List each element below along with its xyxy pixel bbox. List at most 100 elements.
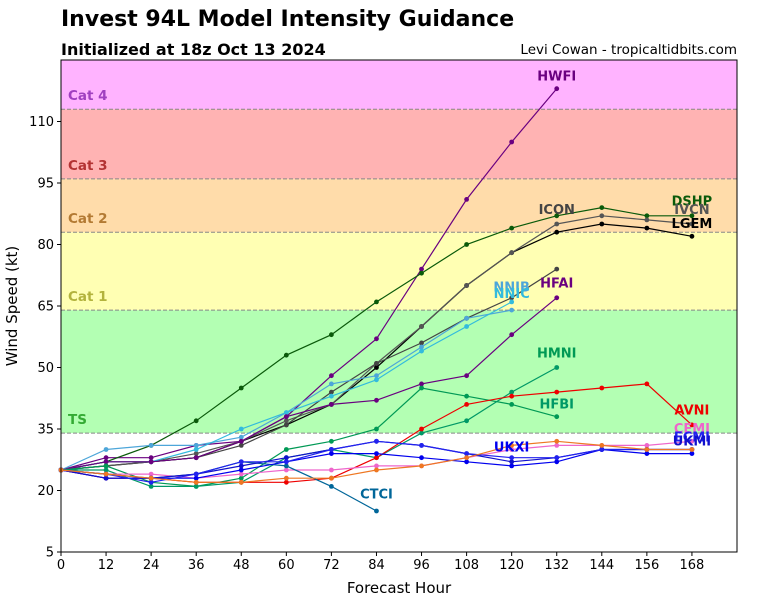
data-point-icon [329, 389, 334, 395]
chart-subtitle: Initialized at 18z Oct 13 2024 [61, 40, 326, 59]
band-cat-3 [61, 109, 737, 179]
data-point-nnic [509, 299, 515, 305]
data-point-ivcn [689, 221, 695, 227]
data-point-dshp [464, 242, 469, 247]
data-point-cemi [509, 447, 515, 452]
data-point-ctci [374, 508, 379, 514]
data-point-hmni [103, 463, 109, 469]
data-point-hfbi [509, 389, 515, 395]
data-point-ofci [374, 467, 379, 473]
data-point-ofci [148, 475, 154, 481]
band-label: Cat 3 [68, 158, 108, 174]
series-label-nnib: NNIB [493, 281, 530, 296]
data-point-icon [283, 422, 289, 428]
data-point-hfai [464, 373, 469, 379]
data-point-ofci [283, 475, 289, 481]
data-point-hfbi [103, 467, 109, 473]
series-label-ctci: CTCI [360, 488, 393, 503]
data-point-hwfi [374, 336, 379, 342]
data-point-ofci [599, 443, 605, 448]
series-label-avni: AVNI [674, 404, 709, 419]
data-point-ecmi [329, 447, 334, 452]
data-point-ecmi [509, 455, 515, 461]
data-point-hfai [509, 332, 515, 338]
chart-credit: Levi Cowan - tropicaltidbits.com [520, 42, 737, 58]
data-point-ukxi [419, 455, 424, 461]
data-point-ukxi [554, 459, 560, 465]
x-tick-label: 156 [634, 558, 659, 573]
data-point-dshp [193, 418, 199, 424]
x-tick-label: 60 [278, 558, 295, 573]
data-point-hfbi [464, 418, 469, 424]
data-point-hwfi [419, 266, 424, 272]
series-label-icon: ICON [539, 203, 575, 218]
data-point-icon [238, 443, 244, 448]
data-point-cemi [283, 467, 289, 473]
data-point-lgem [689, 233, 695, 239]
data-point-hmni [238, 475, 244, 481]
series-label-ukxi: UKXI [494, 441, 530, 456]
data-point-ecmi [238, 459, 244, 465]
data-point-hfbi [148, 484, 154, 489]
series-label-ukmi: UKMI [673, 434, 711, 449]
data-point-cemi [374, 463, 379, 469]
data-point-nnic [238, 426, 244, 432]
data-point-nnib [103, 447, 109, 452]
series-line-hwfi [60, 88, 558, 471]
data-point-ukxi [689, 451, 695, 456]
data-point-hmni [329, 438, 334, 444]
band-label: TS [68, 412, 87, 428]
data-point-ukxi [374, 451, 379, 456]
data-point-ukxi [238, 467, 244, 473]
data-point-nnic [374, 377, 379, 383]
data-point-hfai [419, 381, 424, 387]
data-point-ukxi [644, 451, 650, 456]
data-point-hmni [509, 402, 515, 407]
data-point-nnic [329, 393, 334, 399]
data-point-ivcn [644, 217, 650, 223]
data-point-hfbi [419, 430, 424, 436]
data-point-dshp [689, 213, 695, 219]
data-point-nnib [374, 373, 379, 379]
x-tick-label: 84 [368, 558, 385, 573]
band-ts [61, 310, 737, 434]
series-label-lgem: LGEM [672, 217, 713, 232]
data-point-cemi [554, 443, 560, 448]
band-cat-1 [61, 232, 737, 311]
x-tick-label: 132 [544, 558, 569, 573]
data-point-nnib [193, 443, 199, 448]
data-point-ecmi [283, 459, 289, 465]
data-point-ecmi [464, 451, 469, 456]
chart-title: Invest 94L Model Intensity Guidance [61, 7, 515, 32]
x-axis-label: Forecast Hour [347, 579, 452, 597]
data-point-ofci [193, 479, 199, 485]
data-point-hfai [374, 397, 379, 403]
data-point-ofci [509, 443, 515, 448]
category-bands: TS Cat 1 Cat 2 Cat 3 Cat 4 [61, 60, 737, 434]
data-point-nnib [148, 443, 154, 448]
x-tick-label: 36 [188, 558, 205, 573]
data-point-avni [689, 422, 695, 428]
data-point-ukxi [509, 463, 515, 469]
data-point-dshp [554, 213, 560, 219]
data-point-avni [283, 479, 289, 485]
data-point-hmni [554, 414, 560, 420]
data-point-ofci [238, 479, 244, 485]
data-point-icon [509, 295, 515, 301]
data-point-avni [509, 393, 515, 399]
axes: 0 12 24 36 48 60 72 84 96 108 120 132 144 156 168 5 20 35… [29, 115, 704, 573]
series-label-cemi: CEMI [674, 422, 710, 437]
band-cat-2 [61, 178, 737, 233]
data-point-ctci [283, 463, 289, 469]
data-point-ofci [329, 475, 334, 481]
data-point-avni [644, 381, 650, 387]
data-point-emxi [238, 463, 244, 469]
series-line-hmni [60, 387, 557, 488]
x-tick-label: 120 [499, 558, 524, 573]
data-point-ivcn [193, 451, 199, 456]
x-tick-label: 72 [323, 558, 340, 573]
data-point-nnib [329, 381, 334, 387]
data-point-ivcn [419, 324, 424, 329]
data-point-hwfi [329, 373, 334, 379]
